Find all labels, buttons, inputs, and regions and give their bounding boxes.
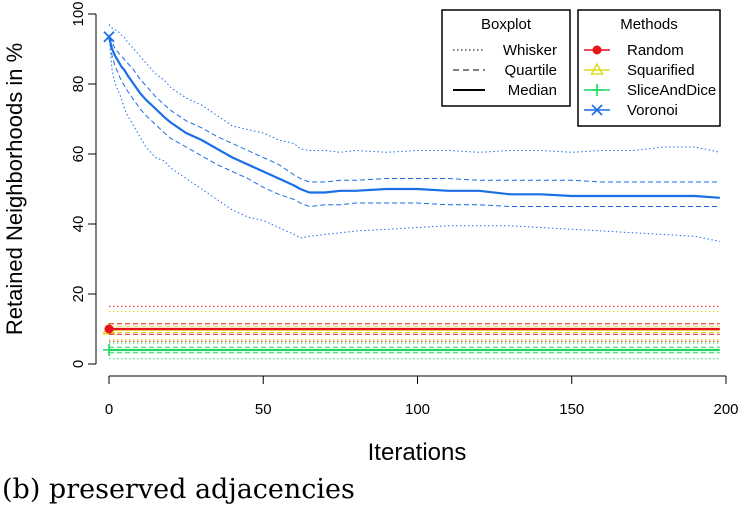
legend-squarified-label: Squarified — [627, 62, 695, 79]
line-chart: 0 50 100 150 200 0 20 40 60 80 100 Iterations Ret… — [2, 1, 739, 466]
x-tick-label: 150 — [559, 401, 584, 418]
series-voronoi-upper-quartile — [108, 36, 720, 183]
legend-squarified-marker — [590, 62, 604, 75]
legend-random-label: Random — [627, 42, 684, 59]
legend-voronoi-marker — [591, 104, 603, 116]
series-random-marker — [104, 324, 114, 334]
x-tick-label: 200 — [713, 401, 738, 418]
y-tick-label: 100 — [70, 1, 87, 26]
series-layer — [102, 24, 720, 360]
legend-methods-title: Methods — [620, 16, 678, 33]
series-sliceanddice-marker — [103, 344, 115, 356]
figure-caption: (b) preserved adjacencies — [2, 474, 355, 505]
y-tick-label: 20 — [70, 286, 87, 303]
legend-sliceanddice-marker — [591, 84, 603, 96]
series-voronoi — [103, 24, 720, 242]
x-tick-label: 50 — [255, 401, 272, 418]
series-random — [104, 305, 720, 342]
legend-random-marker — [592, 45, 602, 55]
legend-quartile-label: Quartile — [504, 62, 557, 79]
y-tick-label: 80 — [70, 76, 87, 93]
series-voronoi-marker — [103, 31, 115, 43]
legend-voronoi-label: Voronoi — [627, 102, 678, 119]
legend-sliceanddice-label: SliceAndDice — [627, 82, 716, 99]
x-axis-label: Iterations — [368, 439, 467, 466]
series-sliceanddice — [103, 342, 720, 360]
legend-boxplot: Boxplot Whisker Quartile Median — [441, 9, 571, 107]
series-voronoi-median — [107, 36, 720, 199]
chart-figure: 0 50 100 150 200 0 20 40 60 80 100 Iterations Ret… — [2, 1, 739, 466]
x-tick-label: 100 — [405, 401, 430, 418]
series-voronoi-lower-quartile — [108, 36, 720, 207]
x-ticks: 0 50 100 150 200 — [105, 376, 739, 418]
legend-methods: Methods Random Squarified SliceAndDice Voro… — [577, 9, 721, 127]
legend-median-label: Median — [508, 82, 557, 99]
y-ticks: 0 20 40 60 80 100 — [70, 1, 96, 368]
y-axis-label: Retained Neighborhoods in % — [2, 43, 27, 335]
series-squarified — [102, 311, 720, 340]
y-tick-label: 0 — [70, 360, 87, 368]
x-tick-label: 0 — [105, 401, 113, 418]
legend-whisker-label: Whisker — [503, 42, 557, 59]
legend-boxplot-title: Boxplot — [481, 16, 532, 33]
y-tick-label: 40 — [70, 216, 87, 233]
legend-methods-frame — [577, 9, 721, 127]
y-tick-label: 60 — [70, 146, 87, 163]
